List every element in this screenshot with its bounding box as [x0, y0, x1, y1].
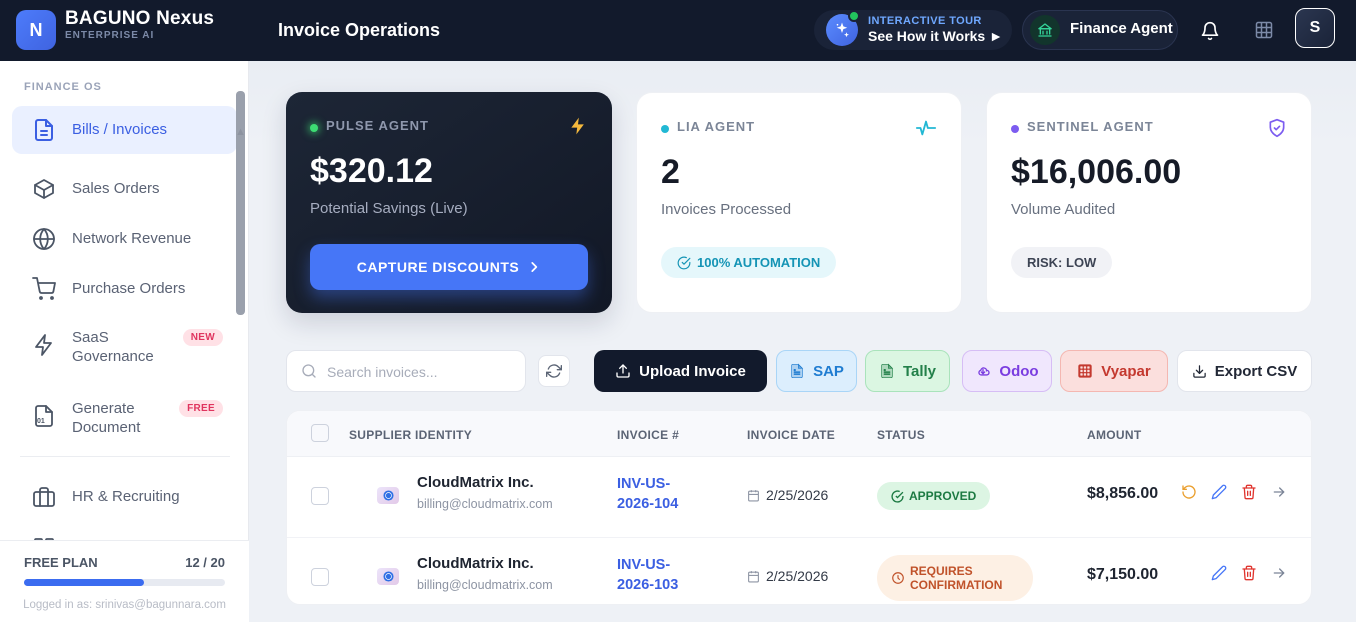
svg-text:01: 01: [37, 418, 45, 425]
